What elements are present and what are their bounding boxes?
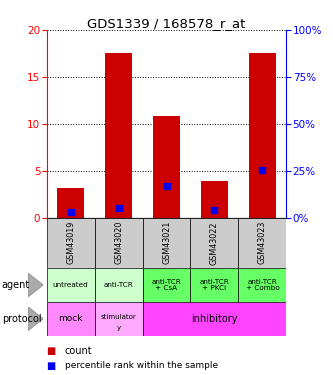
Text: protocol: protocol <box>2 314 41 324</box>
Bar <box>47 302 95 336</box>
Text: agent: agent <box>2 280 30 290</box>
Text: y: y <box>117 325 121 331</box>
Point <box>116 205 121 211</box>
Text: anti-TCR
+ Combo: anti-TCR + Combo <box>245 279 279 291</box>
Bar <box>190 268 238 302</box>
Bar <box>95 302 143 336</box>
Bar <box>47 217 95 268</box>
Bar <box>143 217 190 268</box>
Text: GSM43021: GSM43021 <box>162 221 171 264</box>
Polygon shape <box>28 273 43 297</box>
Bar <box>95 217 143 268</box>
Bar <box>47 268 95 302</box>
Bar <box>143 268 190 302</box>
Polygon shape <box>28 307 43 331</box>
Text: anti-TCR
+ CsA: anti-TCR + CsA <box>152 279 181 291</box>
Text: GSM43022: GSM43022 <box>210 221 219 265</box>
Bar <box>95 268 143 302</box>
Text: inhibitory: inhibitory <box>191 314 238 324</box>
Bar <box>190 217 238 268</box>
Text: GSM43020: GSM43020 <box>114 221 123 264</box>
Text: ■: ■ <box>47 361 56 370</box>
Text: mock: mock <box>58 314 83 323</box>
Point <box>68 209 73 215</box>
Bar <box>238 268 286 302</box>
Text: count: count <box>65 346 93 355</box>
Bar <box>57 188 84 218</box>
Bar <box>143 302 286 336</box>
Bar <box>238 217 286 268</box>
Text: GSM43023: GSM43023 <box>258 221 267 264</box>
Point <box>164 183 169 189</box>
Text: anti-TCR: anti-TCR <box>104 282 134 288</box>
Text: percentile rank within the sample: percentile rank within the sample <box>65 361 218 370</box>
Text: stimulator: stimulator <box>101 314 137 320</box>
Text: GDS1339 / 168578_r_at: GDS1339 / 168578_r_at <box>87 17 246 30</box>
Bar <box>201 181 228 218</box>
Text: ■: ■ <box>47 346 56 355</box>
Text: untreated: untreated <box>53 282 89 288</box>
Bar <box>153 116 180 218</box>
Bar <box>105 54 132 217</box>
Text: GSM43019: GSM43019 <box>66 221 75 264</box>
Bar <box>249 54 276 217</box>
Point <box>212 207 217 213</box>
Point <box>260 166 265 172</box>
Text: anti-TCR
+ PKCi: anti-TCR + PKCi <box>199 279 229 291</box>
